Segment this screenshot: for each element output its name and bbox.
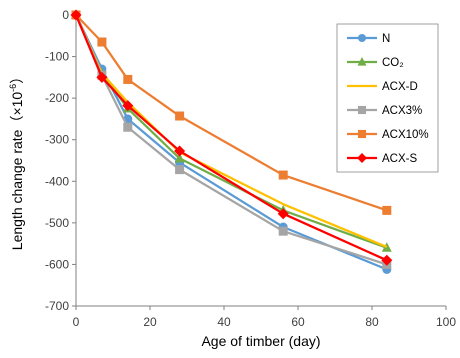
legend-swatch-marker: [357, 153, 367, 163]
y-axis-title: Length change rate（×10-6）: [8, 70, 25, 250]
legend-label: ACX10%: [382, 129, 429, 141]
series-line: [75, 14, 388, 212]
legend-label: CO₂: [382, 57, 404, 69]
data-point: [70, 9, 82, 21]
data-point: [278, 226, 288, 236]
legend-swatch-marker: [357, 57, 367, 66]
x-tick-label: 40: [217, 315, 231, 329]
legend-label: ACX-S: [382, 153, 417, 165]
y-tick-label: -700: [45, 299, 69, 313]
data-point: [277, 208, 289, 220]
y-tick-label: 0: [62, 8, 69, 22]
y-tick-label: -100: [45, 50, 69, 64]
legend-box: [336, 23, 439, 173]
data-point: [96, 71, 108, 83]
data-point: [175, 111, 185, 121]
legend-item: CO₂: [347, 57, 404, 69]
data-point: [97, 37, 107, 47]
x-axis-title: Age of timber (day): [201, 333, 320, 349]
legend-item: ACX-S: [347, 153, 417, 165]
x-tick-label: 60: [291, 315, 305, 329]
y-tick-label: -200: [45, 91, 69, 105]
data-point: [381, 254, 393, 266]
legend-label: ACX3%: [382, 105, 422, 117]
y-tick-label: -500: [45, 216, 69, 230]
x-tick-label: 0: [73, 315, 80, 329]
x-tick-label: 20: [143, 315, 157, 329]
legend-item: ACX-D: [347, 81, 418, 93]
legend: N CO₂ ACX-D ACX3% ACX10% ACX-S: [336, 23, 439, 173]
series-line: [74, 14, 388, 271]
x-tick-label: 80: [365, 315, 379, 329]
legend-item: ACX10%: [347, 129, 429, 141]
legend-label: ACX-D: [382, 81, 418, 93]
axes: 0 -100 -200 -300 -400 -500 -600 -700 0 20 40 60 80 10…: [45, 8, 456, 329]
data-point: [175, 165, 185, 175]
data-point: [123, 74, 133, 84]
data-point: [122, 100, 134, 112]
y-axis-title-tail: ）: [9, 70, 25, 84]
data-point: [278, 170, 288, 180]
legend-item: ACX3%: [347, 105, 422, 117]
y-axis-title-main: Length change rate（×10: [9, 92, 25, 251]
data-point: [382, 205, 392, 215]
y-tick-label: -400: [45, 174, 69, 188]
legend-swatch-marker: [357, 33, 367, 43]
legend-item: N: [347, 33, 390, 45]
data-point: [174, 145, 186, 157]
legend-label: N: [382, 33, 390, 45]
series-layer: [70, 9, 393, 274]
y-tick-label: -600: [45, 257, 69, 271]
series-line: [74, 14, 388, 262]
series-5: [70, 9, 393, 266]
y-axis-title-exponent: -6: [8, 84, 18, 92]
y-tick-label: -300: [45, 133, 69, 147]
x-tick-label: 100: [436, 315, 456, 329]
data-point: [174, 152, 185, 163]
data-point: [381, 242, 392, 252]
legend-swatch-marker: [357, 105, 367, 115]
data-point: [123, 122, 133, 132]
legend-swatch-marker: [357, 129, 367, 139]
